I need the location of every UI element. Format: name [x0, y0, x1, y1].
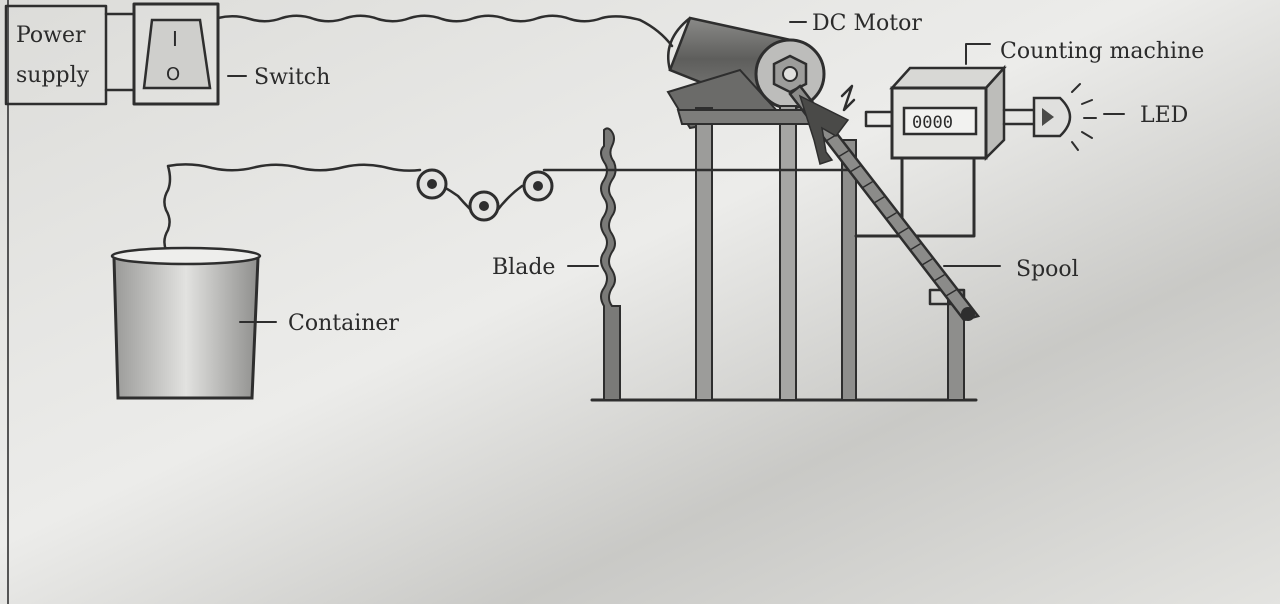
pulley-right: [522, 170, 554, 202]
blade-label: Blade: [492, 255, 555, 280]
support-frame: [590, 105, 978, 402]
counting-machine-leader-line: [965, 43, 991, 65]
power-supply-label-line1: Power: [16, 23, 86, 48]
pulley-middle: [468, 190, 500, 222]
switch-off-mark: O: [166, 64, 180, 85]
counting-machine: 0000: [840, 64, 1007, 162]
supply-switch-connector: [104, 12, 136, 92]
container-label: Container: [288, 311, 399, 336]
counter-display: 0000: [912, 113, 953, 133]
power-supply-label-line2: supply: [16, 63, 90, 88]
container: [110, 246, 262, 400]
led: [1002, 83, 1097, 151]
counting-machine-label: Counting machine: [1000, 39, 1204, 64]
dc-motor-label: DC Motor: [812, 11, 922, 36]
led-label: LED: [1140, 103, 1188, 128]
switch: I O: [132, 2, 220, 106]
switch-label: Switch: [254, 65, 330, 90]
pulley-left: [416, 168, 448, 200]
switch-on-mark: I: [172, 27, 178, 51]
spool: [788, 84, 981, 322]
power-wire: [216, 14, 674, 48]
power-supply: Power supply: [4, 4, 108, 106]
spool-label: Spool: [1016, 257, 1079, 282]
